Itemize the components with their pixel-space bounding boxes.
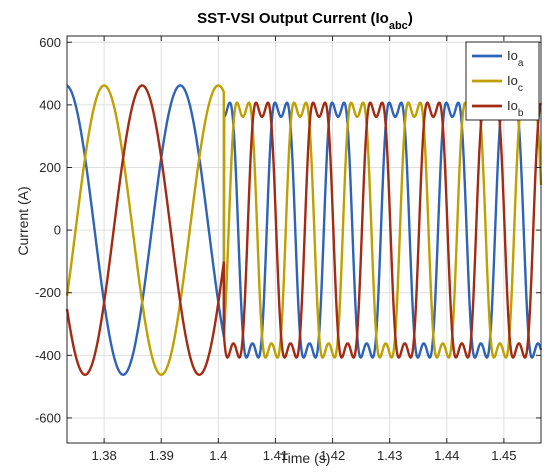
x-tick-label: 1.41 xyxy=(263,448,288,463)
x-tick-label: 1.4 xyxy=(209,448,227,463)
y-tick-label: -200 xyxy=(35,285,61,300)
series-line-io-b xyxy=(65,84,543,376)
x-tick-label: 1.39 xyxy=(149,448,174,463)
legend-label-a: Ioa xyxy=(507,48,524,69)
y-tick-label: 600 xyxy=(39,35,61,50)
y-tick-label: 400 xyxy=(39,97,61,112)
x-tick-label: 1.43 xyxy=(377,448,402,463)
legend-label-b: Iob xyxy=(507,98,524,119)
x-tick-label: 1.38 xyxy=(91,448,116,463)
x-tick-label: 1.45 xyxy=(491,448,516,463)
legend-label-c: Ioc xyxy=(507,73,523,94)
y-axis-title: Current (A) xyxy=(15,186,31,255)
series-line-io-c xyxy=(65,84,543,376)
y-tick-label: 0 xyxy=(54,223,61,238)
y-tick-label: -600 xyxy=(35,410,61,425)
x-tick-label: 1.42 xyxy=(320,448,345,463)
y-tick-label: 200 xyxy=(39,160,61,175)
legend: Ioa Ioc Iob xyxy=(465,41,540,121)
plot-area: 1.38 1.39 1.4 1.41 1.42 1.43 1.44 1.45 -600 -400 -… xyxy=(35,35,543,463)
x-tick-label: 1.44 xyxy=(434,448,459,463)
series-group xyxy=(65,84,543,376)
x-axis-title: Time (s) xyxy=(280,450,331,466)
y-tick-label: -400 xyxy=(35,348,61,363)
axes-box xyxy=(66,35,542,444)
chart-title: SST-VSI Output Current (Ioabc) xyxy=(197,10,413,32)
